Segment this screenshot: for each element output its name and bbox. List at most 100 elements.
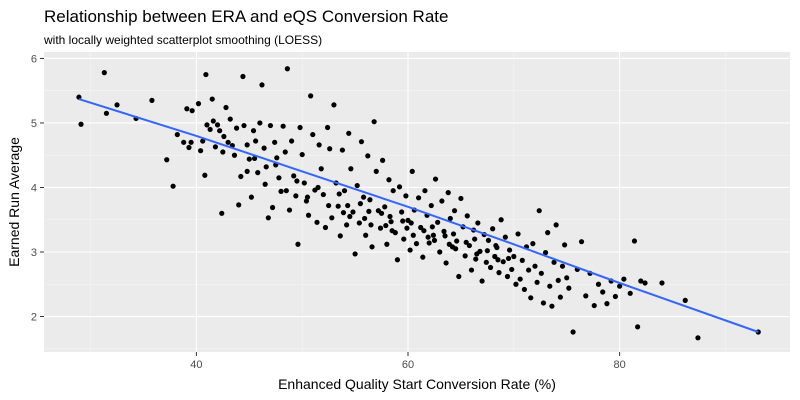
data-point: [289, 138, 295, 144]
data-point: [363, 232, 369, 238]
data-point: [400, 218, 406, 224]
data-point: [583, 293, 589, 299]
data-point: [341, 188, 348, 194]
y-axis-title: Earned Run Average: [6, 137, 22, 267]
data-point: [263, 164, 269, 170]
data-point: [483, 259, 489, 265]
data-point: [315, 184, 321, 191]
data-point: [458, 195, 464, 202]
data-point: [373, 168, 379, 174]
data-point: [322, 224, 329, 231]
loess-smooth-line: [78, 98, 759, 333]
data-point: [528, 295, 534, 301]
data-point: [345, 202, 351, 209]
data-point: [484, 248, 490, 254]
x-tick-label: 40: [190, 359, 202, 371]
data-point: [240, 73, 246, 80]
x-axis-title: Enhanced Quality Start Conversion Rate (…: [278, 376, 556, 392]
data-point: [200, 138, 206, 144]
data-point: [447, 215, 453, 222]
data-point: [547, 283, 553, 289]
data-point: [378, 210, 385, 216]
data-point: [454, 238, 460, 244]
data-point: [331, 102, 337, 108]
data-point: [267, 122, 274, 129]
data-point: [394, 257, 401, 263]
data-point: [231, 152, 238, 158]
data-point: [502, 234, 508, 240]
data-point: [426, 240, 432, 246]
data-point: [257, 120, 263, 126]
data-point: [217, 128, 223, 134]
data-point: [404, 225, 410, 231]
data-point: [293, 193, 299, 199]
data-point: [284, 66, 290, 72]
data-point: [265, 215, 271, 221]
data-point: [310, 131, 316, 138]
data-point: [366, 208, 372, 214]
data-point: [479, 278, 485, 284]
data-point: [386, 177, 392, 183]
plot-panel: [44, 52, 790, 352]
data-point: [474, 251, 480, 257]
data-point: [430, 232, 437, 238]
data-point: [432, 176, 439, 182]
data-point: [401, 236, 407, 242]
data-point: [253, 138, 259, 144]
data-point: [415, 195, 422, 201]
data-point: [453, 246, 459, 252]
data-point: [492, 253, 498, 260]
data-point: [78, 121, 84, 127]
data-point: [659, 280, 665, 286]
x-tick-label: 80: [614, 359, 626, 371]
data-point: [504, 273, 511, 280]
data-point: [299, 151, 305, 158]
data-point: [437, 249, 443, 255]
data-point: [377, 225, 384, 231]
data-point: [551, 259, 557, 265]
y-tick-label: 5: [31, 118, 37, 130]
data-point: [425, 234, 431, 240]
data-point: [259, 82, 265, 88]
data-point: [557, 294, 563, 300]
x-tick-label: 60: [402, 359, 414, 371]
data-point: [493, 242, 499, 249]
data-point: [617, 283, 623, 289]
data-point: [238, 173, 244, 180]
data-point: [564, 275, 570, 281]
data-point: [466, 242, 472, 249]
data-point: [170, 183, 176, 189]
data-point: [360, 194, 367, 200]
data-point: [339, 147, 345, 153]
data-point: [532, 263, 538, 269]
data-point: [496, 270, 502, 276]
data-point: [383, 222, 389, 229]
data-point: [490, 226, 496, 232]
data-point: [181, 139, 187, 145]
data-point: [214, 122, 221, 128]
data-point: [327, 146, 333, 152]
data-point: [509, 266, 515, 273]
data-point: [326, 202, 332, 209]
data-point: [335, 203, 341, 209]
data-point: [389, 228, 395, 234]
data-point: [450, 231, 457, 237]
data-point: [642, 280, 648, 286]
data-point: [621, 276, 627, 282]
data-point: [515, 231, 521, 237]
data-point: [487, 264, 494, 271]
data-point: [517, 276, 523, 282]
data-point: [357, 201, 363, 207]
data-point: [225, 139, 231, 145]
data-point: [506, 247, 513, 253]
data-point: [340, 210, 347, 216]
data-point: [221, 133, 227, 140]
data-point: [236, 202, 242, 208]
data-point: [356, 220, 362, 226]
data-point: [210, 118, 216, 124]
data-point: [468, 267, 475, 273]
data-point: [408, 220, 414, 226]
data-point: [475, 220, 481, 226]
data-point: [451, 208, 458, 214]
data-point: [352, 251, 358, 257]
